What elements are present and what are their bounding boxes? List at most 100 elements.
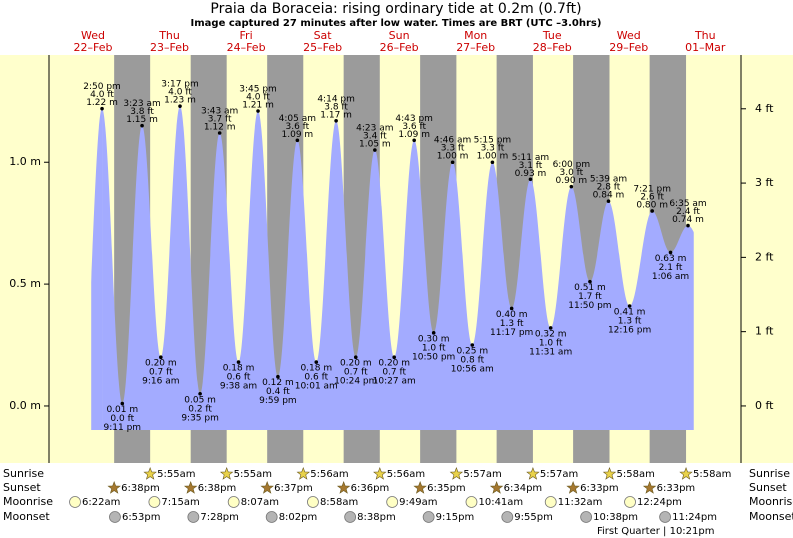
tide-label: 0.6 ft <box>304 373 328 383</box>
moonrise-icon <box>69 496 81 508</box>
y-tick-label: 0.5 m <box>9 277 41 290</box>
tide-point <box>295 138 300 143</box>
tide-label: 3.3 ft <box>441 144 465 154</box>
sunset-time: 6:33pm <box>657 483 696 494</box>
tide-label: 1.09 m <box>398 130 430 140</box>
tide-label: 0.7 ft <box>382 368 406 378</box>
tide-label: 1.22 m <box>86 98 118 108</box>
sunset-icon <box>566 480 580 494</box>
tide-point <box>528 177 533 182</box>
tide-label: 0.51 m <box>574 283 606 293</box>
tide-point <box>668 250 673 255</box>
tide-point <box>392 355 397 360</box>
tide-label: 4.0 ft <box>168 88 192 98</box>
tide-label: 2.4 ft <box>676 207 700 217</box>
moonset-time: 8:02pm <box>279 512 318 523</box>
tide-point <box>140 123 144 128</box>
tide-label: 10:27 am <box>373 377 416 387</box>
tide-label: 0.32 m <box>535 329 567 339</box>
tide-label: 3.6 ft <box>286 122 310 132</box>
sunrise-icon <box>219 466 234 480</box>
day-name: Sat <box>314 29 333 42</box>
tide-point <box>236 360 241 364</box>
day-name: Wed <box>617 29 641 42</box>
moonset-icon <box>109 511 121 523</box>
row-label: Moonrise <box>749 495 793 508</box>
tide-label: 6:35 am <box>669 199 706 209</box>
tide-label: 3.8 ft <box>324 102 348 112</box>
moonrise-time: 7:15am <box>161 497 199 508</box>
tide-point <box>120 401 125 406</box>
tide-label: 0.0 ft <box>110 414 134 424</box>
tide-point <box>569 184 574 189</box>
sunset-time: 6:37pm <box>274 483 313 494</box>
y-tick-label: 0.0 m <box>9 399 41 412</box>
tide-label: 4:43 pm <box>395 114 433 124</box>
moonset-icon <box>580 511 593 523</box>
moonset-icon <box>344 511 357 523</box>
tide-label: 3.6 ft <box>402 122 426 132</box>
tide-point <box>276 374 280 379</box>
tide-label: 9:11 pm <box>104 423 142 433</box>
day-date: 27–Feb <box>456 41 495 54</box>
tide-label: 2:50 pm <box>83 82 121 92</box>
sunset-icon <box>183 480 198 494</box>
moonset-time: 9:15pm <box>436 512 475 523</box>
tide-label: 0.2 ft <box>188 404 212 414</box>
moonrise-icon <box>307 496 319 508</box>
sunset-icon <box>260 480 274 494</box>
tide-point <box>627 304 632 308</box>
tide-label: 1.23 m <box>164 96 196 106</box>
tide-point <box>198 391 202 396</box>
y2-tick-label: 3 ft <box>755 176 774 189</box>
day-name: Tue <box>542 29 562 42</box>
tide-label: 10:24 pm <box>334 377 377 387</box>
tide-label: 1.09 m <box>282 130 314 140</box>
tide-label: 0.63 m <box>655 254 687 264</box>
tide-label: 1.0 ft <box>539 338 563 348</box>
tide-label: 1.15 m <box>126 115 158 125</box>
tide-label: 3.7 ft <box>208 114 232 124</box>
sunset-time: 6:33pm <box>580 483 619 494</box>
y2-tick-label: 4 ft <box>755 102 774 115</box>
sunrise-time: 5:55am <box>234 469 272 480</box>
day-date: 22–Feb <box>74 41 113 54</box>
sunrise-time: 5:55am <box>157 469 195 480</box>
margin-right <box>741 55 793 463</box>
tide-label: 1.21 m <box>242 101 274 111</box>
tide-label: 1.0 ft <box>422 343 446 353</box>
tide-label: 2.8 ft <box>597 183 621 193</box>
moonrise-time: 12:24pm <box>637 497 682 508</box>
y2-tick-label: 1 ft <box>755 325 774 338</box>
tide-label: 0.80 m <box>636 200 668 210</box>
day-date: 26–Feb <box>380 41 419 54</box>
tide-point <box>314 360 319 364</box>
tide-point <box>373 148 377 152</box>
sunrise-icon <box>143 466 157 480</box>
tide-label: 5:11 am <box>512 153 549 163</box>
tide-point <box>100 106 104 111</box>
tide-label: 4:14 pm <box>317 94 355 104</box>
tide-label: 1.17 m <box>320 110 352 120</box>
tide-label: 12:16 pm <box>608 326 651 336</box>
day-name: Mon <box>464 29 487 42</box>
tide-extension <box>688 225 694 430</box>
tide-label: 4:05 am <box>279 114 316 124</box>
moonset-time: 6:53pm <box>122 512 161 523</box>
moonrise-time: 8:07am <box>241 497 279 508</box>
tide-label: 10:50 pm <box>412 352 455 362</box>
moonrise-time: 11:32am <box>558 497 603 508</box>
day-name: Thu <box>694 29 716 42</box>
tide-point <box>217 131 222 135</box>
tide-label: 9:35 pm <box>181 413 219 423</box>
tide-label: 0.18 m <box>223 364 255 374</box>
day-date: 28–Feb <box>533 41 572 54</box>
tide-label: 0.12 m <box>262 378 294 388</box>
tide-label: 0.93 m <box>515 169 547 179</box>
sunset-time: 6:38pm <box>198 483 237 494</box>
moon-phase: First Quarter | 10:21pm <box>597 526 715 537</box>
day-date: 23–Feb <box>150 41 189 54</box>
tide-area <box>102 106 689 430</box>
moonrise-time: 6:22am <box>82 497 120 508</box>
tide-label: 0.05 m <box>184 395 216 405</box>
